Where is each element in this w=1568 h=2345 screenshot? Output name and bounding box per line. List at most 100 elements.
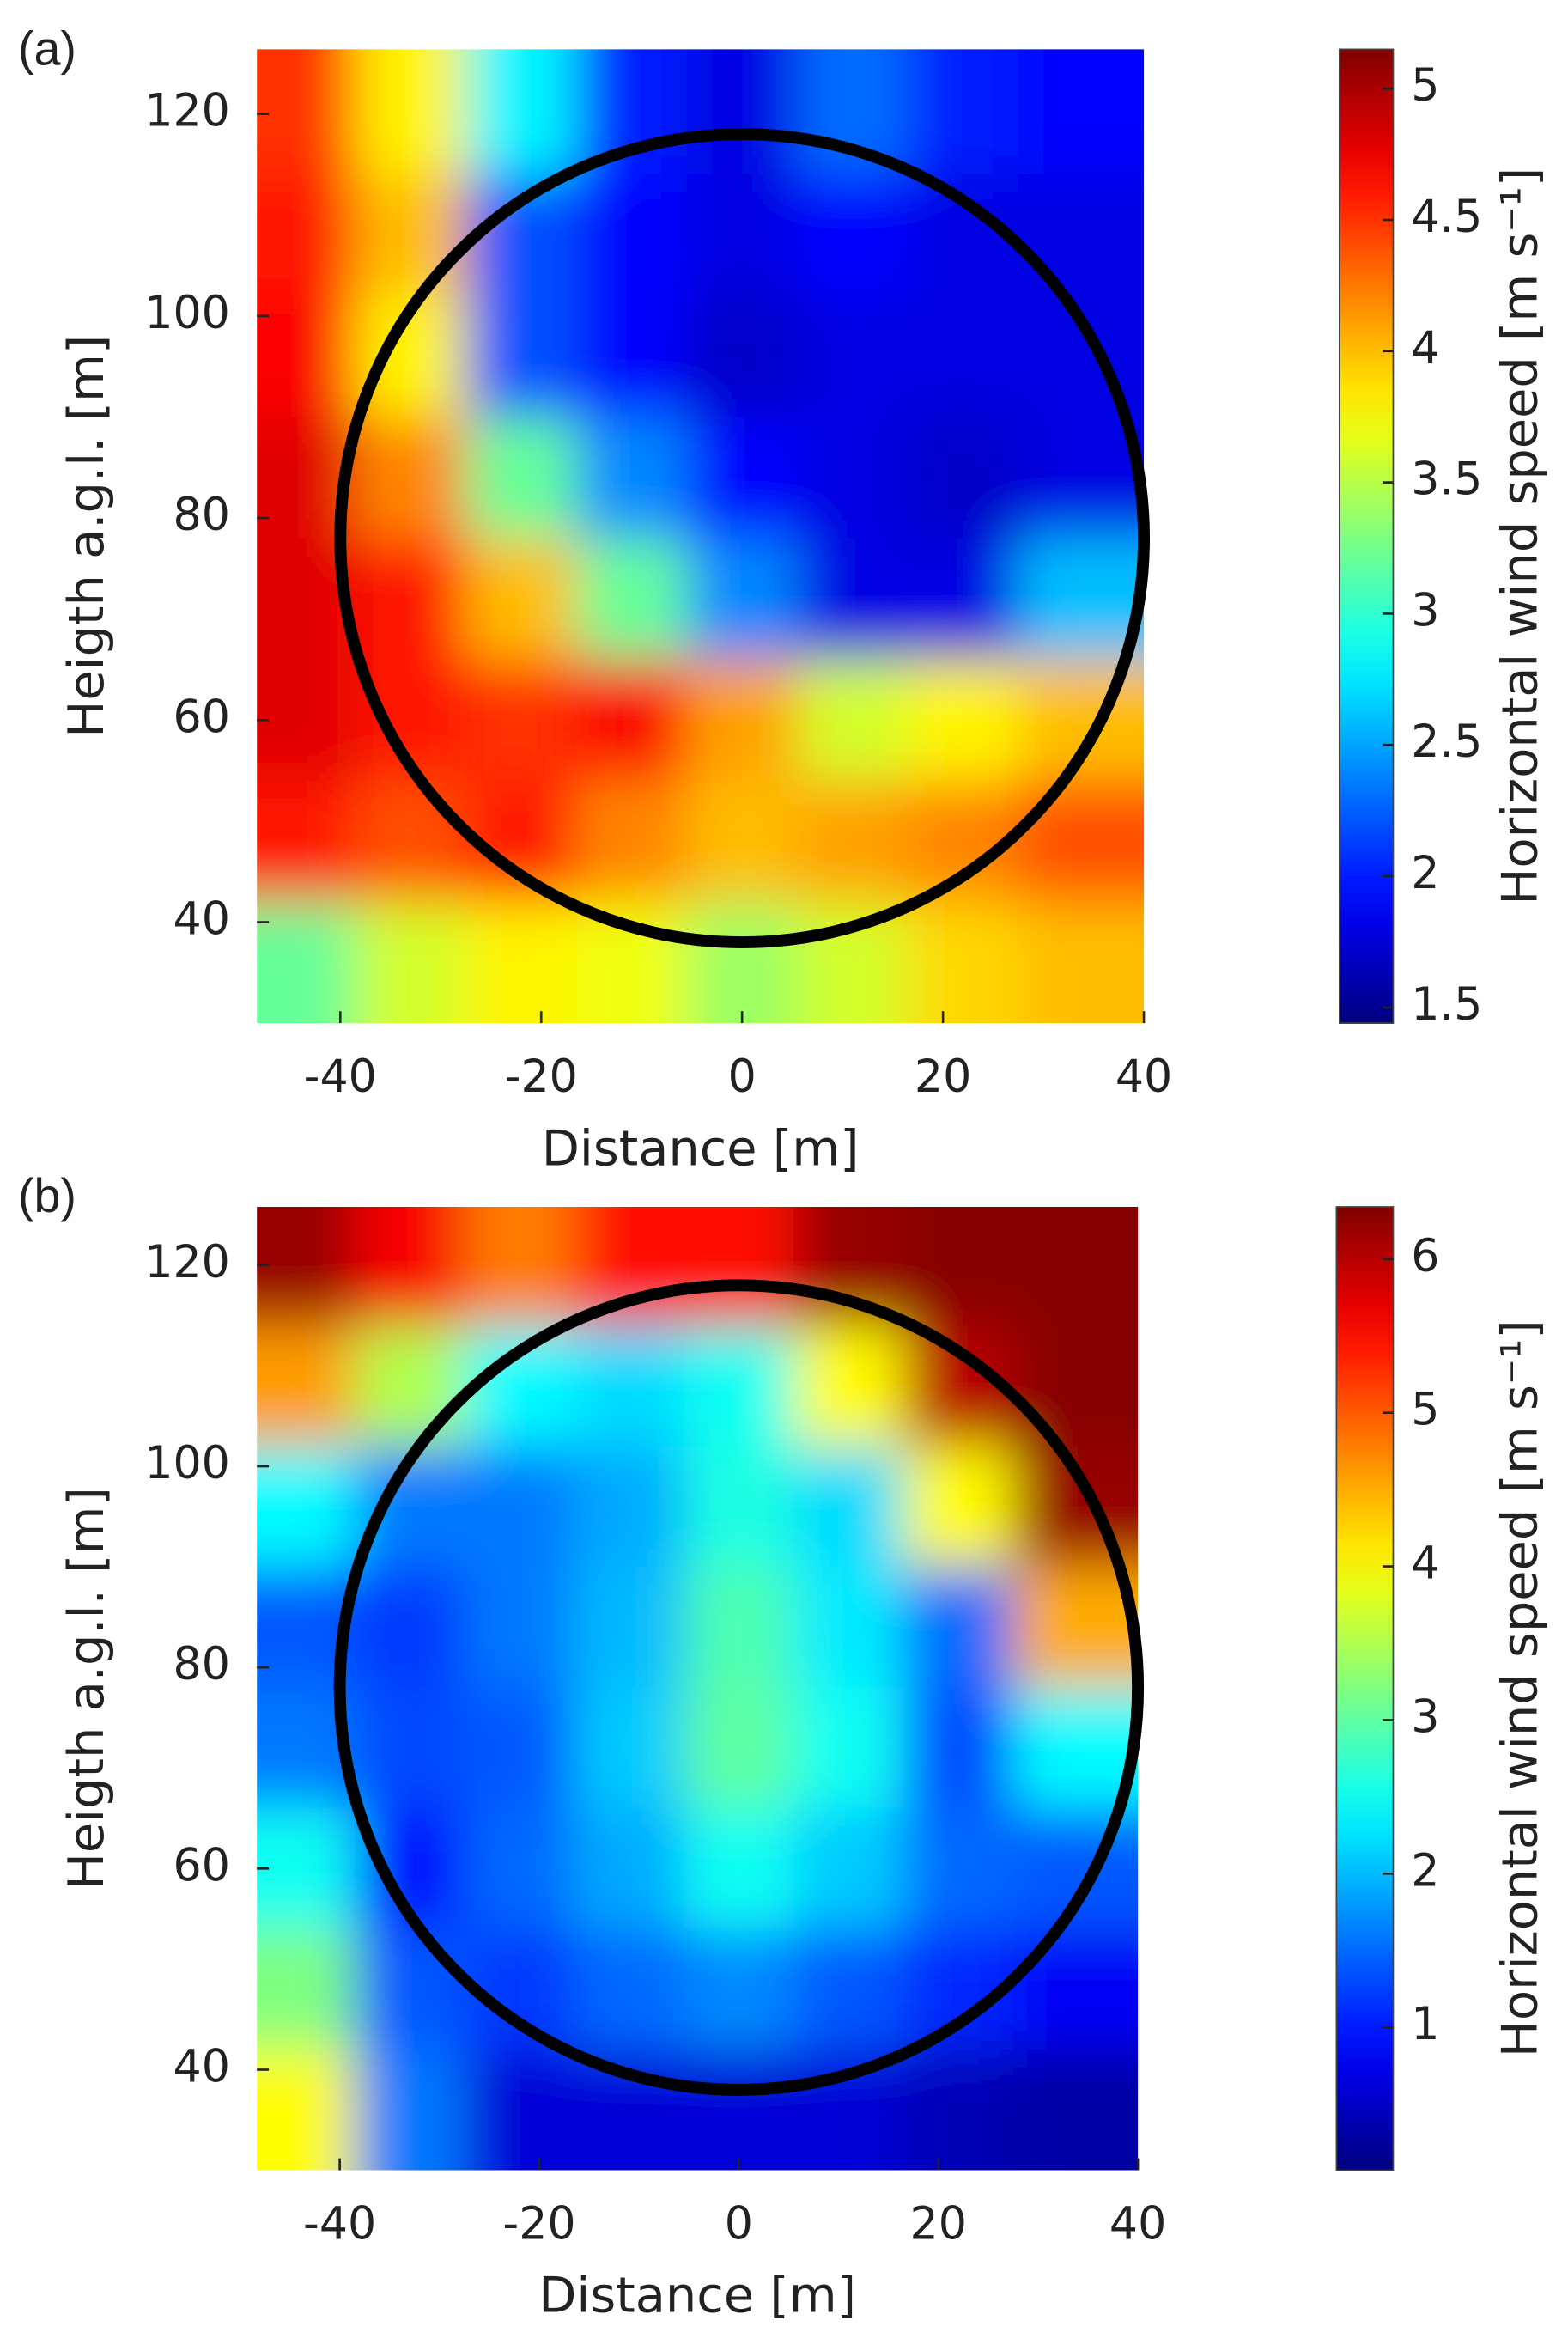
panel-label: (b)	[18, 1169, 76, 1222]
heat-cell	[793, 1687, 905, 1810]
heat-cell	[355, 1567, 466, 1690]
heat-cell	[355, 1928, 466, 2051]
heat-cell	[1012, 1206, 1139, 1327]
x-axis-label: Distance [m]	[538, 2267, 856, 2324]
heat-cell	[355, 1687, 466, 1810]
heat-cell	[1018, 780, 1145, 904]
colorbar	[1338, 48, 1395, 1024]
heat-cell	[576, 417, 689, 540]
heat-cell	[464, 1206, 576, 1327]
heat-cell	[1018, 174, 1145, 298]
heat-cell	[686, 174, 799, 298]
heat-cell	[355, 49, 468, 176]
heat-cell	[1012, 2050, 1139, 2171]
heat-cell	[686, 901, 799, 1024]
heat-cell	[686, 659, 799, 783]
heat-cell	[797, 295, 909, 419]
heat-cell	[257, 1446, 356, 1568]
heat-cell	[355, 417, 468, 540]
y-tick-label: 80	[173, 1639, 230, 1690]
heat-cell	[686, 538, 799, 661]
heat-cell	[797, 659, 909, 783]
y-tick-label: 40	[173, 2041, 230, 2092]
heat-cell	[257, 659, 357, 783]
colorbar-tick-label: 2	[1411, 848, 1439, 899]
heat-cell	[908, 901, 1020, 1024]
heat-cell	[257, 780, 357, 904]
colorbar-tick-label: 5	[1411, 60, 1439, 112]
heat-cell	[793, 1808, 905, 1931]
colorbar-tick-label: 5	[1411, 1385, 1439, 1436]
heat-cell	[574, 1567, 686, 1690]
heat-cell	[355, 1325, 466, 1448]
y-tick-label: 60	[173, 691, 230, 743]
x-tick-label: 40	[1109, 2199, 1166, 2251]
colorbar-tick-label: 3	[1411, 1691, 1439, 1743]
y-tick-label: 40	[173, 894, 230, 946]
x-axis-label: Distance [m]	[542, 1119, 860, 1177]
heat-cell	[793, 1928, 905, 2051]
heat-cell	[576, 780, 689, 904]
colorbar-tick-label: 4	[1411, 1538, 1439, 1590]
y-tick-label: 100	[144, 288, 230, 339]
colorbar-tick-label: 2	[1411, 1845, 1439, 1897]
heat-cell	[797, 417, 909, 540]
heat-cell	[257, 1808, 356, 1931]
heat-cell	[257, 295, 357, 419]
y-axis-label: Heigth a.g.l. [m]	[58, 335, 115, 738]
heat-cell	[257, 1687, 356, 1810]
x-tick-label: 0	[725, 2199, 753, 2251]
heat-cell	[903, 2050, 1015, 2171]
heat-cell	[576, 295, 689, 419]
heat-cell	[903, 1567, 1015, 1690]
heat-cell	[684, 1206, 796, 1327]
colorbar-tick-label: 1.5	[1411, 979, 1482, 1031]
heat-cell	[257, 49, 357, 176]
heat-cell	[684, 1567, 796, 1690]
heat-cell	[464, 1808, 576, 1931]
heat-cell	[1018, 49, 1145, 176]
y-tick-label: 120	[144, 1237, 230, 1288]
heat-cell	[465, 659, 578, 783]
heat-cell	[686, 417, 799, 540]
heat-cell	[686, 49, 799, 176]
heat-cell	[257, 174, 357, 298]
heat-cell	[464, 1446, 576, 1568]
heat-cell	[903, 1446, 1015, 1568]
x-tick-label: 20	[910, 2199, 967, 2251]
heat-cell	[797, 174, 909, 298]
heat-cell	[1012, 1325, 1139, 1448]
colorbar-tick-label: 6	[1411, 1231, 1439, 1282]
x-tick-label: -40	[304, 1051, 377, 1103]
heat-cell	[257, 2050, 356, 2171]
heat-cell	[1018, 538, 1145, 661]
y-tick-label: 60	[173, 1840, 230, 1891]
heat-cell	[684, 1928, 796, 2051]
heat-cell	[686, 295, 799, 419]
heat-cell	[684, 1687, 796, 1810]
y-tick-label: 80	[173, 490, 230, 541]
heat-cell	[903, 1808, 1015, 1931]
colorbar-tick-label: 4.5	[1411, 192, 1482, 243]
heat-cell	[465, 538, 578, 661]
heat-cell	[574, 1808, 686, 1931]
y-axis-label: Heigth a.g.l. [m]	[58, 1487, 115, 1890]
colorbar-tick-label: 1	[1411, 1999, 1439, 2050]
heat-cell	[464, 1567, 576, 1690]
colorbar	[1335, 1206, 1395, 2171]
y-tick-label: 120	[144, 86, 230, 137]
heat-cell	[355, 2050, 466, 2171]
heat-cell	[686, 780, 799, 904]
y-tick-label: 100	[144, 1438, 230, 1489]
colorbar-tick-label: 3	[1411, 585, 1439, 636]
heat-cell	[1012, 1687, 1139, 1810]
heat-cell	[908, 49, 1020, 176]
heat-cell	[684, 1446, 796, 1568]
x-tick-label: 20	[915, 1051, 971, 1103]
heat-cell	[355, 174, 468, 298]
heat-cell	[465, 295, 578, 419]
heat-cell	[257, 1206, 356, 1327]
heat-cell	[257, 901, 357, 1024]
x-tick-label: -20	[505, 1051, 578, 1103]
